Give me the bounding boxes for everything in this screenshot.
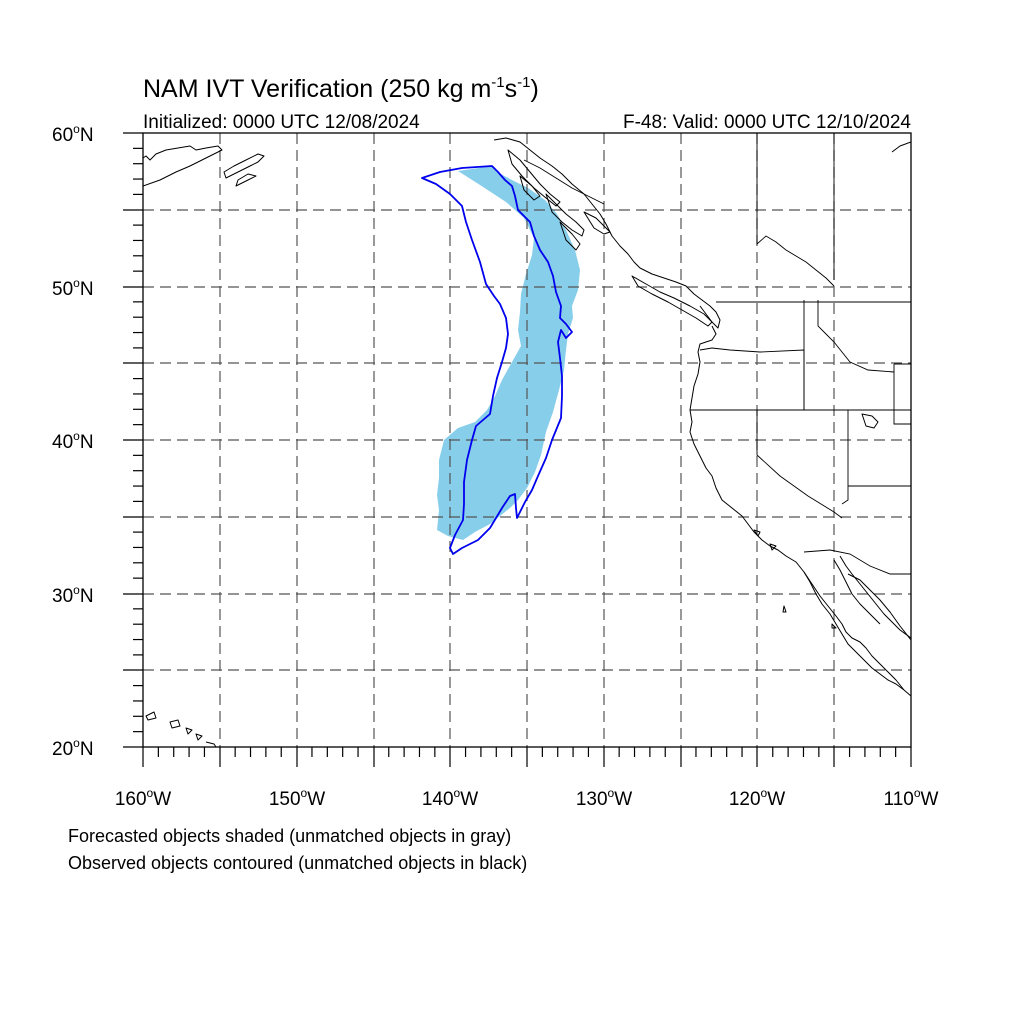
lat-label-40: 40oN (52, 429, 94, 453)
lon-label-160: 160oW (115, 786, 171, 810)
lon-ticks (142, 747, 912, 767)
forecast-objects (437, 166, 580, 540)
lat-labels: 60oN 50oN 40oN 30oN 20oN (52, 122, 94, 760)
lat-ticks (123, 132, 143, 748)
lon-label-120: 120oW (729, 786, 785, 810)
forecast-ivt-object (437, 166, 580, 540)
lat-label-60: 60oN (52, 122, 94, 146)
caption-forecast: Forecasted objects shaded (unmatched obj… (68, 826, 511, 846)
observed-ivt-contour (421, 165, 573, 555)
lon-label-130: 130oW (576, 786, 632, 810)
lon-label-110: 110oW (884, 786, 939, 810)
lat-label-20: 20oN (52, 736, 94, 760)
lon-labels: 160oW 150oW 140oW 130oW 120oW 110oW (115, 786, 939, 810)
lat-label-50: 50oN (52, 276, 94, 300)
lat-minor-ticks (133, 147, 143, 733)
lat-label-30: 30oN (52, 583, 94, 607)
lon-label-140: 140oW (422, 786, 478, 810)
valid-time: F-48: Valid: 0000 UTC 12/10/2024 (623, 112, 911, 133)
caption-observed: Observed objects contoured (unmatched ob… (68, 853, 527, 873)
coastlines (143, 133, 911, 747)
lon-label-150: 150oW (269, 786, 325, 810)
plot-area (123, 132, 912, 767)
lon-minor-ticks (157, 747, 897, 757)
graticule (143, 133, 911, 747)
observed-objects (421, 165, 573, 555)
initialized-time: Initialized: 0000 UTC 12/08/2024 (143, 112, 420, 133)
map-title: NAM IVT Verification (250 kg m-1s-1) (143, 74, 539, 103)
